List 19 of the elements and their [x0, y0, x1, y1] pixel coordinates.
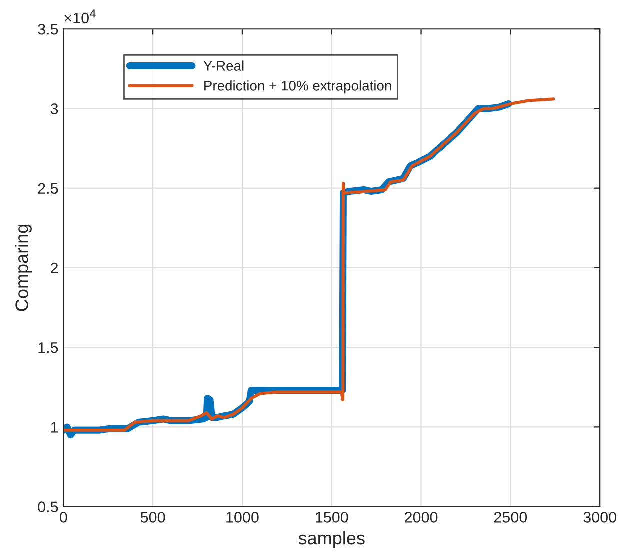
text: ×10$^{4}$ — [64, 10, 96, 24]
y-tick-label: 0.5 — [38, 502, 58, 512]
y-tick-label: 2 — [51, 262, 58, 274]
legend-label: Prediction + 10% extrapolation — [204, 80, 392, 94]
x-axis-title: samples — [298, 531, 365, 548]
y-tick-label: 3 — [50, 104, 58, 114]
x-tick-label: 0 — [60, 512, 68, 523]
y-axis-title: Comparing — [15, 224, 32, 312]
x-tick-label: 1000 — [226, 512, 259, 523]
y-tick-label: 1.5 — [38, 342, 58, 354]
x-tick-label: 3000 — [584, 512, 616, 523]
x-tick-label: 500 — [140, 512, 166, 523]
legend-label: Y-Real — [204, 60, 244, 71]
y-tick-label: 2.5 — [38, 183, 58, 194]
x-tick-label: 1500 — [316, 512, 348, 523]
y-tick-label: 1 — [51, 422, 58, 433]
y-tick-label: 3.5 — [38, 24, 58, 35]
x-tick-label: 2000 — [405, 512, 438, 523]
x-tick-label: 2500 — [494, 512, 528, 523]
